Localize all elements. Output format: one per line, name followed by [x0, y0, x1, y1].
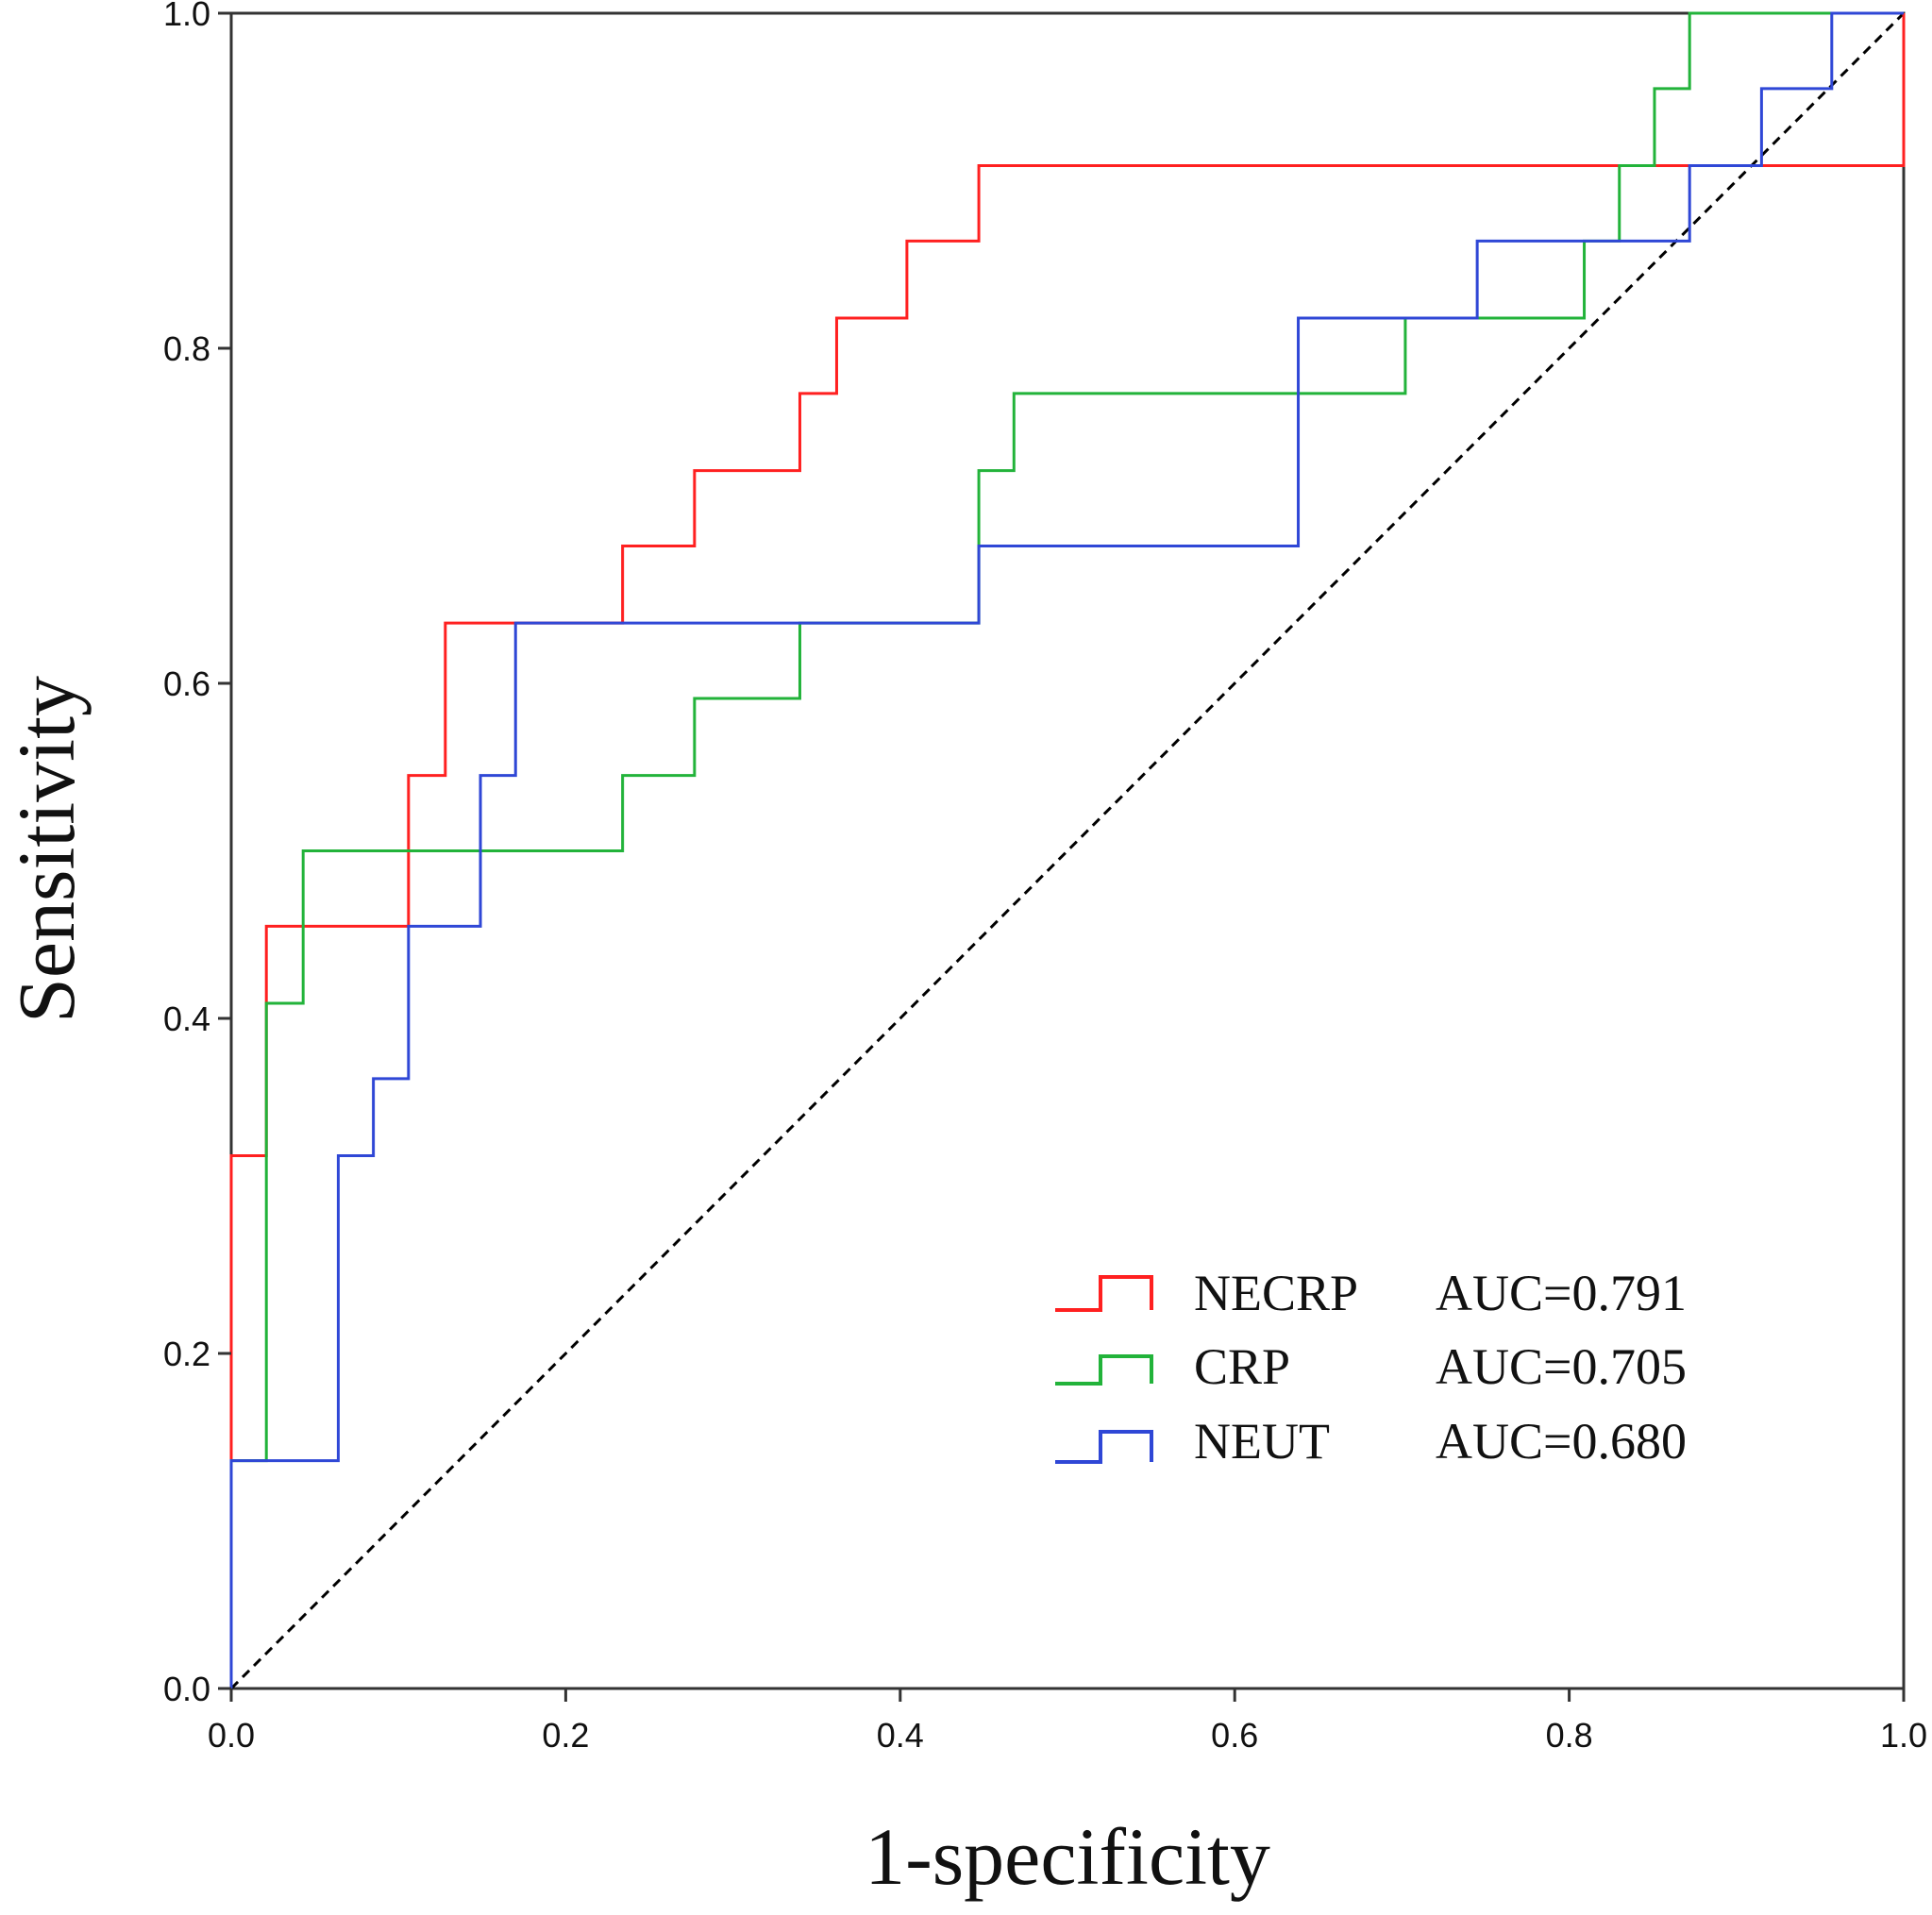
- legend-swatch-crp: [1055, 1354, 1153, 1386]
- series-layer: [229, 11, 1906, 1688]
- legend: NECRP AUC=0.791 CRP AUC=0.705 NEUT AUC=0…: [1055, 1265, 1687, 1470]
- x-tick-label: 0.0: [208, 1716, 255, 1755]
- x-tick-label: 0.6: [1211, 1716, 1258, 1755]
- roc-line-neut: [229, 11, 1904, 1688]
- x-axis-title: 1-specificity: [865, 1811, 1270, 1902]
- y-tick-label: 1.0: [163, 0, 210, 33]
- legend-swatch-neut: [1055, 1430, 1153, 1464]
- x-axis: 0.0 0.2 0.4 0.6 0.8 1.0: [208, 1688, 1927, 1755]
- legend-auc-neut: AUC=0.680: [1436, 1413, 1687, 1470]
- y-tick-label: 0.2: [163, 1335, 210, 1373]
- y-tick-label: 0.6: [163, 664, 210, 703]
- legend-label-crp: CRP: [1194, 1338, 1290, 1395]
- legend-auc-necrp: AUC=0.791: [1436, 1265, 1687, 1321]
- roc-line-crp: [229, 11, 1904, 1688]
- plot-frame: [229, 11, 1906, 1690]
- x-tick-label: 1.0: [1880, 1716, 1927, 1755]
- x-tick-label: 0.2: [542, 1716, 589, 1755]
- legend-auc-crp: AUC=0.705: [1436, 1338, 1687, 1395]
- y-tick-label: 0.8: [163, 329, 210, 368]
- y-tick-label: 0.0: [163, 1670, 210, 1708]
- legend-label-neut: NEUT: [1194, 1413, 1330, 1470]
- y-axis: 0.0 0.2 0.4 0.6 0.8 1.0: [163, 0, 231, 1708]
- y-axis-title: Sensitivity: [1, 676, 92, 1023]
- roc-line-necrp: [229, 13, 1906, 1688]
- x-tick-label: 0.4: [877, 1716, 924, 1755]
- legend-label-necrp: NECRP: [1194, 1265, 1358, 1321]
- y-tick-label: 0.4: [163, 999, 210, 1038]
- legend-swatch-necrp: [1055, 1275, 1153, 1312]
- x-tick-label: 0.8: [1546, 1716, 1593, 1755]
